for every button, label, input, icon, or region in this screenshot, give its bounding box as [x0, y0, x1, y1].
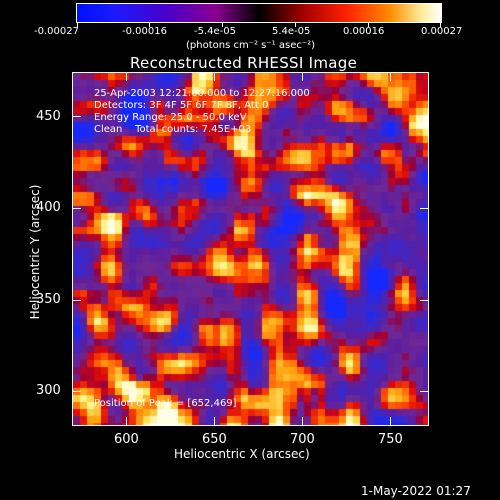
y-tick-label: 350 [36, 292, 61, 307]
x-tick-mark [126, 73, 127, 81]
image-plot-area [72, 72, 429, 426]
y-tick-mark [420, 116, 428, 117]
colorbar-tick-mark [368, 22, 369, 27]
timestamp: 1-May-2022 01:27 [361, 484, 471, 498]
colorbar-units: (photons cm⁻² s⁻¹ asec⁻²) [186, 40, 316, 51]
colorbar-tick-mark [222, 22, 223, 27]
x-tick-label: 750 [378, 432, 403, 447]
colorbar [76, 3, 442, 23]
y-tick-mark [73, 116, 81, 117]
colorbar-tick-label: -0.00016 [122, 26, 167, 37]
x-tick-mark [390, 417, 391, 425]
x-tick-mark [214, 73, 215, 81]
y-tick-mark [420, 300, 428, 301]
x-tick-label: 700 [290, 432, 315, 447]
x-tick-label: 650 [202, 432, 227, 447]
y-tick-mark [73, 300, 81, 301]
x-tick-mark [214, 417, 215, 425]
annotation-clean-counts: Clean Total counts: 7.45E+03 [94, 124, 252, 135]
y-tick-mark [73, 208, 81, 209]
annotation-peak-position: Position of Peak = [652,469] [94, 398, 237, 409]
colorbar-tick-label: 5.4e-05 [272, 26, 311, 37]
colorbar-tick-mark [149, 22, 150, 27]
x-axis-label: Heliocentric X (arcsec) [174, 447, 310, 461]
x-tick-mark [126, 417, 127, 425]
colorbar-tick-mark [77, 22, 78, 27]
y-tick-mark [73, 391, 81, 392]
y-tick-label: 300 [36, 383, 61, 398]
rhessi-image [73, 73, 428, 425]
x-tick-mark [390, 73, 391, 81]
y-tick-mark [420, 208, 428, 209]
colorbar-tick-mark [440, 22, 441, 27]
x-tick-label: 600 [114, 432, 139, 447]
y-tick-label: 450 [36, 109, 61, 124]
x-tick-mark [302, 73, 303, 81]
x-tick-mark [302, 417, 303, 425]
annotation-time-range: 25-Apr-2003 12:21:00.000 to 12:27:16.000 [94, 88, 310, 99]
y-axis-label: Heliocentric Y (arcsec) [28, 184, 42, 320]
colorbar-tick-label: -5.4e-05 [194, 26, 236, 37]
colorbar-tick-label: 0.00016 [343, 26, 385, 37]
colorbar-tick-label: -0.00027 [34, 26, 79, 37]
y-tick-mark [420, 391, 428, 392]
annotation-detectors: Detectors: 3F 4F 5F 6F 7F 8F, Att 0 [94, 100, 269, 111]
annotation-energy-range: Energy Range: 25.0 - 50.0 keV [94, 112, 247, 123]
y-tick-label: 400 [36, 200, 61, 215]
plot-title: Reconstructed RHESSI Image [130, 54, 358, 72]
colorbar-tick-mark [295, 22, 296, 27]
colorbar-tick-label: 0.00027 [421, 26, 463, 37]
